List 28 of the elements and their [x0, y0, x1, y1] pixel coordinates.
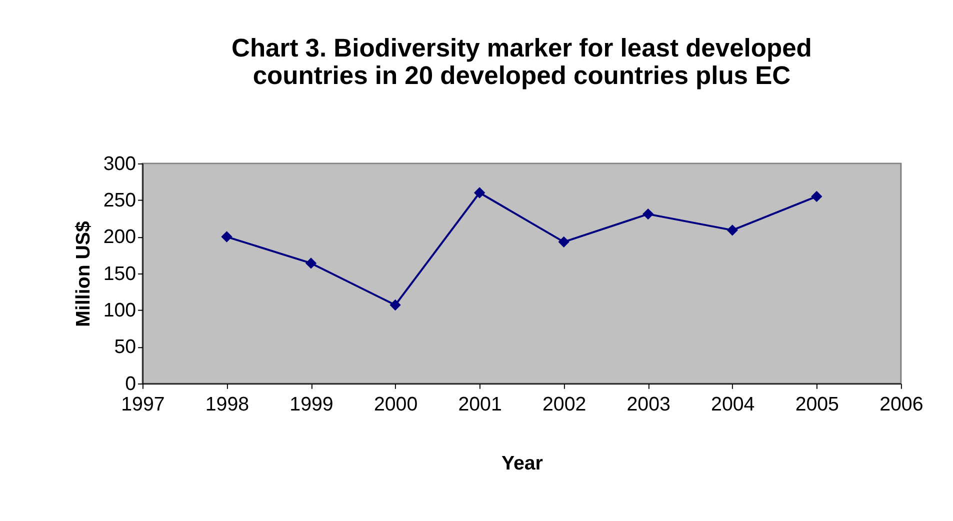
y-axis-title: Million US$ — [72, 220, 95, 327]
x-tick-label: 2006 — [880, 394, 924, 416]
y-tick-label: 100 — [103, 300, 136, 322]
point — [642, 208, 654, 220]
chart-title: Chart 3. Biodiversity marker for least developed countries in 20 developed countries plus EC — [232, 34, 812, 90]
y-tick-label: 200 — [103, 226, 136, 248]
x-tick-label: 2003 — [626, 394, 671, 416]
y-tick-label: 50 — [114, 336, 136, 358]
y-tick-label: 250 — [103, 189, 136, 212]
x-tick-label: 2004 — [711, 394, 755, 416]
y-tick-label: 0 — [125, 372, 136, 395]
x-axis-title: Year — [501, 452, 544, 474]
x-tick-label: 2002 — [542, 394, 586, 416]
point — [811, 190, 822, 202]
point — [558, 236, 570, 248]
point — [390, 299, 401, 311]
x-tick-label: 2000 — [374, 394, 418, 416]
x-tick-label: 1999 — [290, 394, 334, 416]
point — [221, 231, 232, 242]
point — [305, 258, 317, 269]
y-tick-label: 150 — [103, 262, 136, 285]
point — [474, 187, 486, 198]
x-tick-label: 1997 — [121, 394, 165, 416]
x-tick-label: 2005 — [795, 394, 840, 416]
x-tick-label: 1998 — [205, 394, 250, 416]
x-tick-label: 2001 — [458, 394, 502, 416]
point — [726, 224, 738, 236]
y-tick-label: 300 — [103, 152, 136, 175]
